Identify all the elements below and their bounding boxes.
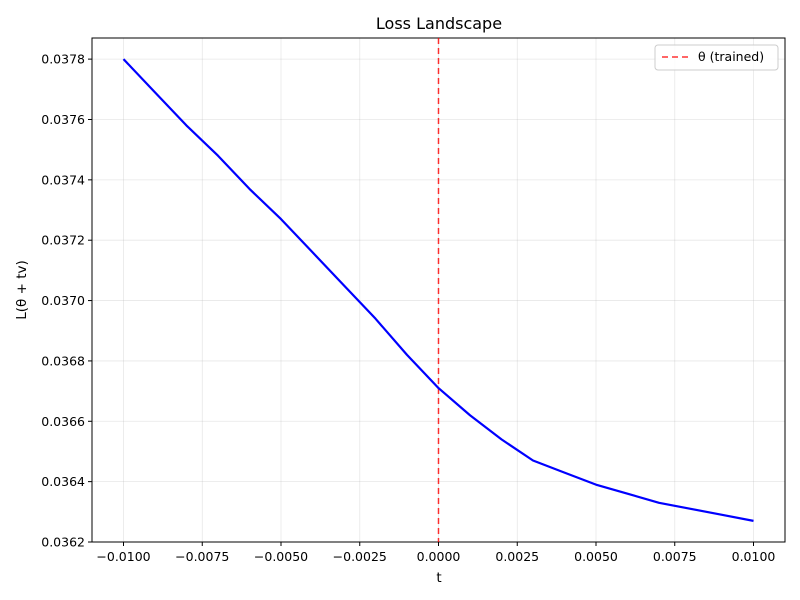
y-tick-label: 0.0364 bbox=[41, 474, 85, 489]
y-tick-label: 0.0374 bbox=[41, 172, 85, 187]
y-axis-ticks: 0.0362 0.0364 0.0366 0.0368 0.0370 0.0372 0.03… bbox=[41, 52, 92, 550]
y-tick-label: 0.0372 bbox=[41, 233, 85, 248]
x-tick-label: 0.0025 bbox=[495, 549, 539, 564]
x-tick-label: 0.0075 bbox=[653, 549, 697, 564]
y-tick-label: 0.0362 bbox=[41, 535, 85, 550]
legend-label: θ (trained) bbox=[698, 49, 764, 64]
x-tick-label: 0.0100 bbox=[732, 549, 776, 564]
x-tick-label: −0.0100 bbox=[96, 549, 150, 564]
y-tick-label: 0.0370 bbox=[41, 293, 85, 308]
chart-title: Loss Landscape bbox=[376, 14, 502, 33]
y-axis-label: L(θ + tv) bbox=[14, 260, 30, 320]
x-tick-label: −0.0025 bbox=[333, 549, 387, 564]
y-tick-label: 0.0378 bbox=[41, 52, 85, 67]
x-tick-label: −0.0050 bbox=[254, 549, 308, 564]
y-tick-label: 0.0368 bbox=[41, 353, 85, 368]
x-tick-label: −0.0075 bbox=[175, 549, 229, 564]
y-tick-label: 0.0376 bbox=[41, 112, 85, 127]
x-tick-label: 0.0000 bbox=[417, 549, 461, 564]
x-tick-label: 0.0050 bbox=[574, 549, 618, 564]
y-tick-label: 0.0366 bbox=[41, 414, 85, 429]
legend: θ (trained) bbox=[654, 44, 779, 71]
loss-curve bbox=[122, 58, 754, 522]
legend-box bbox=[654, 44, 779, 71]
x-axis-ticks: −0.0100 −0.0075 −0.0050 −0.0025 0.0000 0.0025… bbox=[96, 542, 775, 564]
x-axis-label: t bbox=[436, 570, 441, 586]
